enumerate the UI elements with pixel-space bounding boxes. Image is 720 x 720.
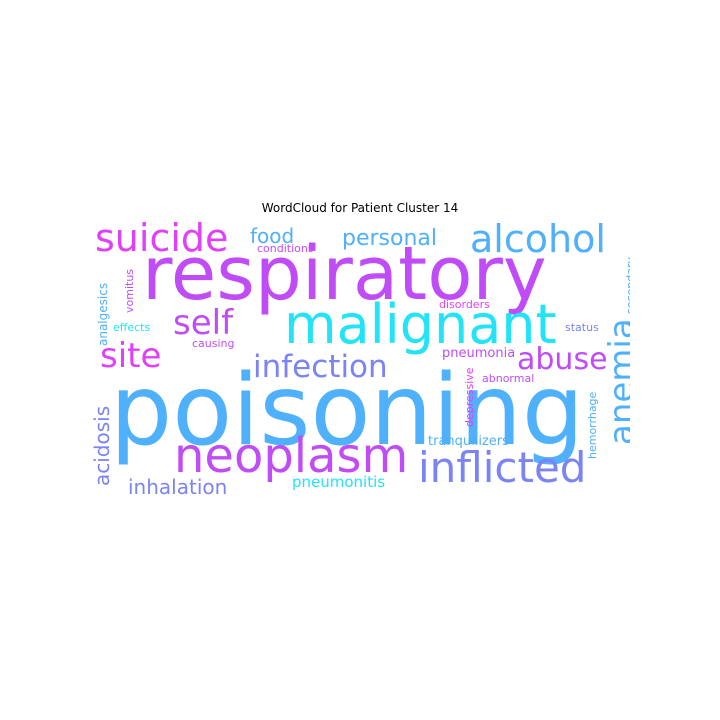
word-personal: personal [342,226,438,251]
word-malignant: malignant [284,293,557,356]
word-disorders: disorders [439,298,490,311]
word-abuse: abuse [517,342,608,377]
word-vomitus: vomitus [123,268,136,313]
word-anemia: anemia [602,318,630,445]
word-hemorrhage: hemorrhage [586,391,599,459]
word-poisoning: poisoning [110,354,585,468]
word-inhalation: inhalation [128,475,228,497]
word-tranquilizers: tranquilizers [428,434,509,449]
word-respiratory: respiratory [142,231,547,317]
word-alcohol: alcohol [470,222,606,261]
word-pneumonia: pneumonia [442,346,516,361]
word-site: site [100,336,162,376]
word-conditions: conditions [257,242,314,255]
word-food: food [250,224,295,248]
word-inflicted: inflicted [418,443,587,492]
word-abnormal: abnormal [482,372,535,385]
word-analgesics: analgesics [96,282,110,346]
word-infection: infection [253,349,388,385]
word-causing: causing [192,337,235,350]
word-suicide: suicide [95,222,229,260]
word-pneumonitis: pneumonitis [292,473,386,491]
word-status: status [565,321,599,334]
word-depressive: depressive [463,367,476,427]
word-self: self [173,303,234,343]
chart-title: WordCloud for Patient Cluster 14 [261,201,459,215]
word-acidosis: acidosis [90,405,114,486]
word-secondary: secondary [624,256,630,314]
word-neoplasm: neoplasm [174,428,409,484]
word-cloud: poisoning respiratory malignant neoplasm… [90,222,630,497]
word-effects: effects [113,321,151,334]
